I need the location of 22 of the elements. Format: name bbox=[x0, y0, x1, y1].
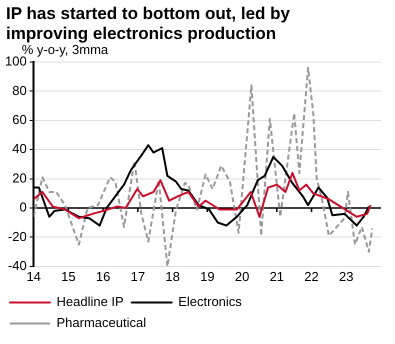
x-tick-label: 21 bbox=[270, 268, 284, 284]
y-tick-label: -20 bbox=[8, 228, 27, 244]
y-tick-label: 0 bbox=[19, 200, 27, 215]
line-series bbox=[34, 66, 374, 266]
x-tick-label: 14 bbox=[26, 268, 41, 284]
x-tick-label: 22 bbox=[304, 268, 319, 284]
legend-label: Electronics bbox=[178, 294, 242, 310]
x-tick-label: 15 bbox=[61, 268, 76, 284]
y-tick-label: -40 bbox=[8, 258, 27, 273]
x-tick-label: 19 bbox=[200, 268, 215, 284]
legend-label: Pharmaceutical bbox=[56, 315, 146, 330]
x-tick-label: 23 bbox=[339, 268, 354, 284]
y-tick-label: 80 bbox=[12, 82, 27, 98]
chart-title: IP has started to bottom out, led by improving electronics production bbox=[5, 3, 291, 44]
x-tick-label: 16 bbox=[96, 268, 110, 284]
x-tick-label: 17 bbox=[130, 268, 146, 284]
y-tick-label: 40 bbox=[12, 141, 27, 156]
x-tick-label: 18 bbox=[165, 268, 180, 284]
y-tick-label: 60 bbox=[12, 112, 27, 127]
legend-label: Headline IP bbox=[56, 294, 124, 310]
x-tick-label: 20 bbox=[234, 268, 250, 284]
y-tick-label: 20 bbox=[12, 170, 27, 186]
